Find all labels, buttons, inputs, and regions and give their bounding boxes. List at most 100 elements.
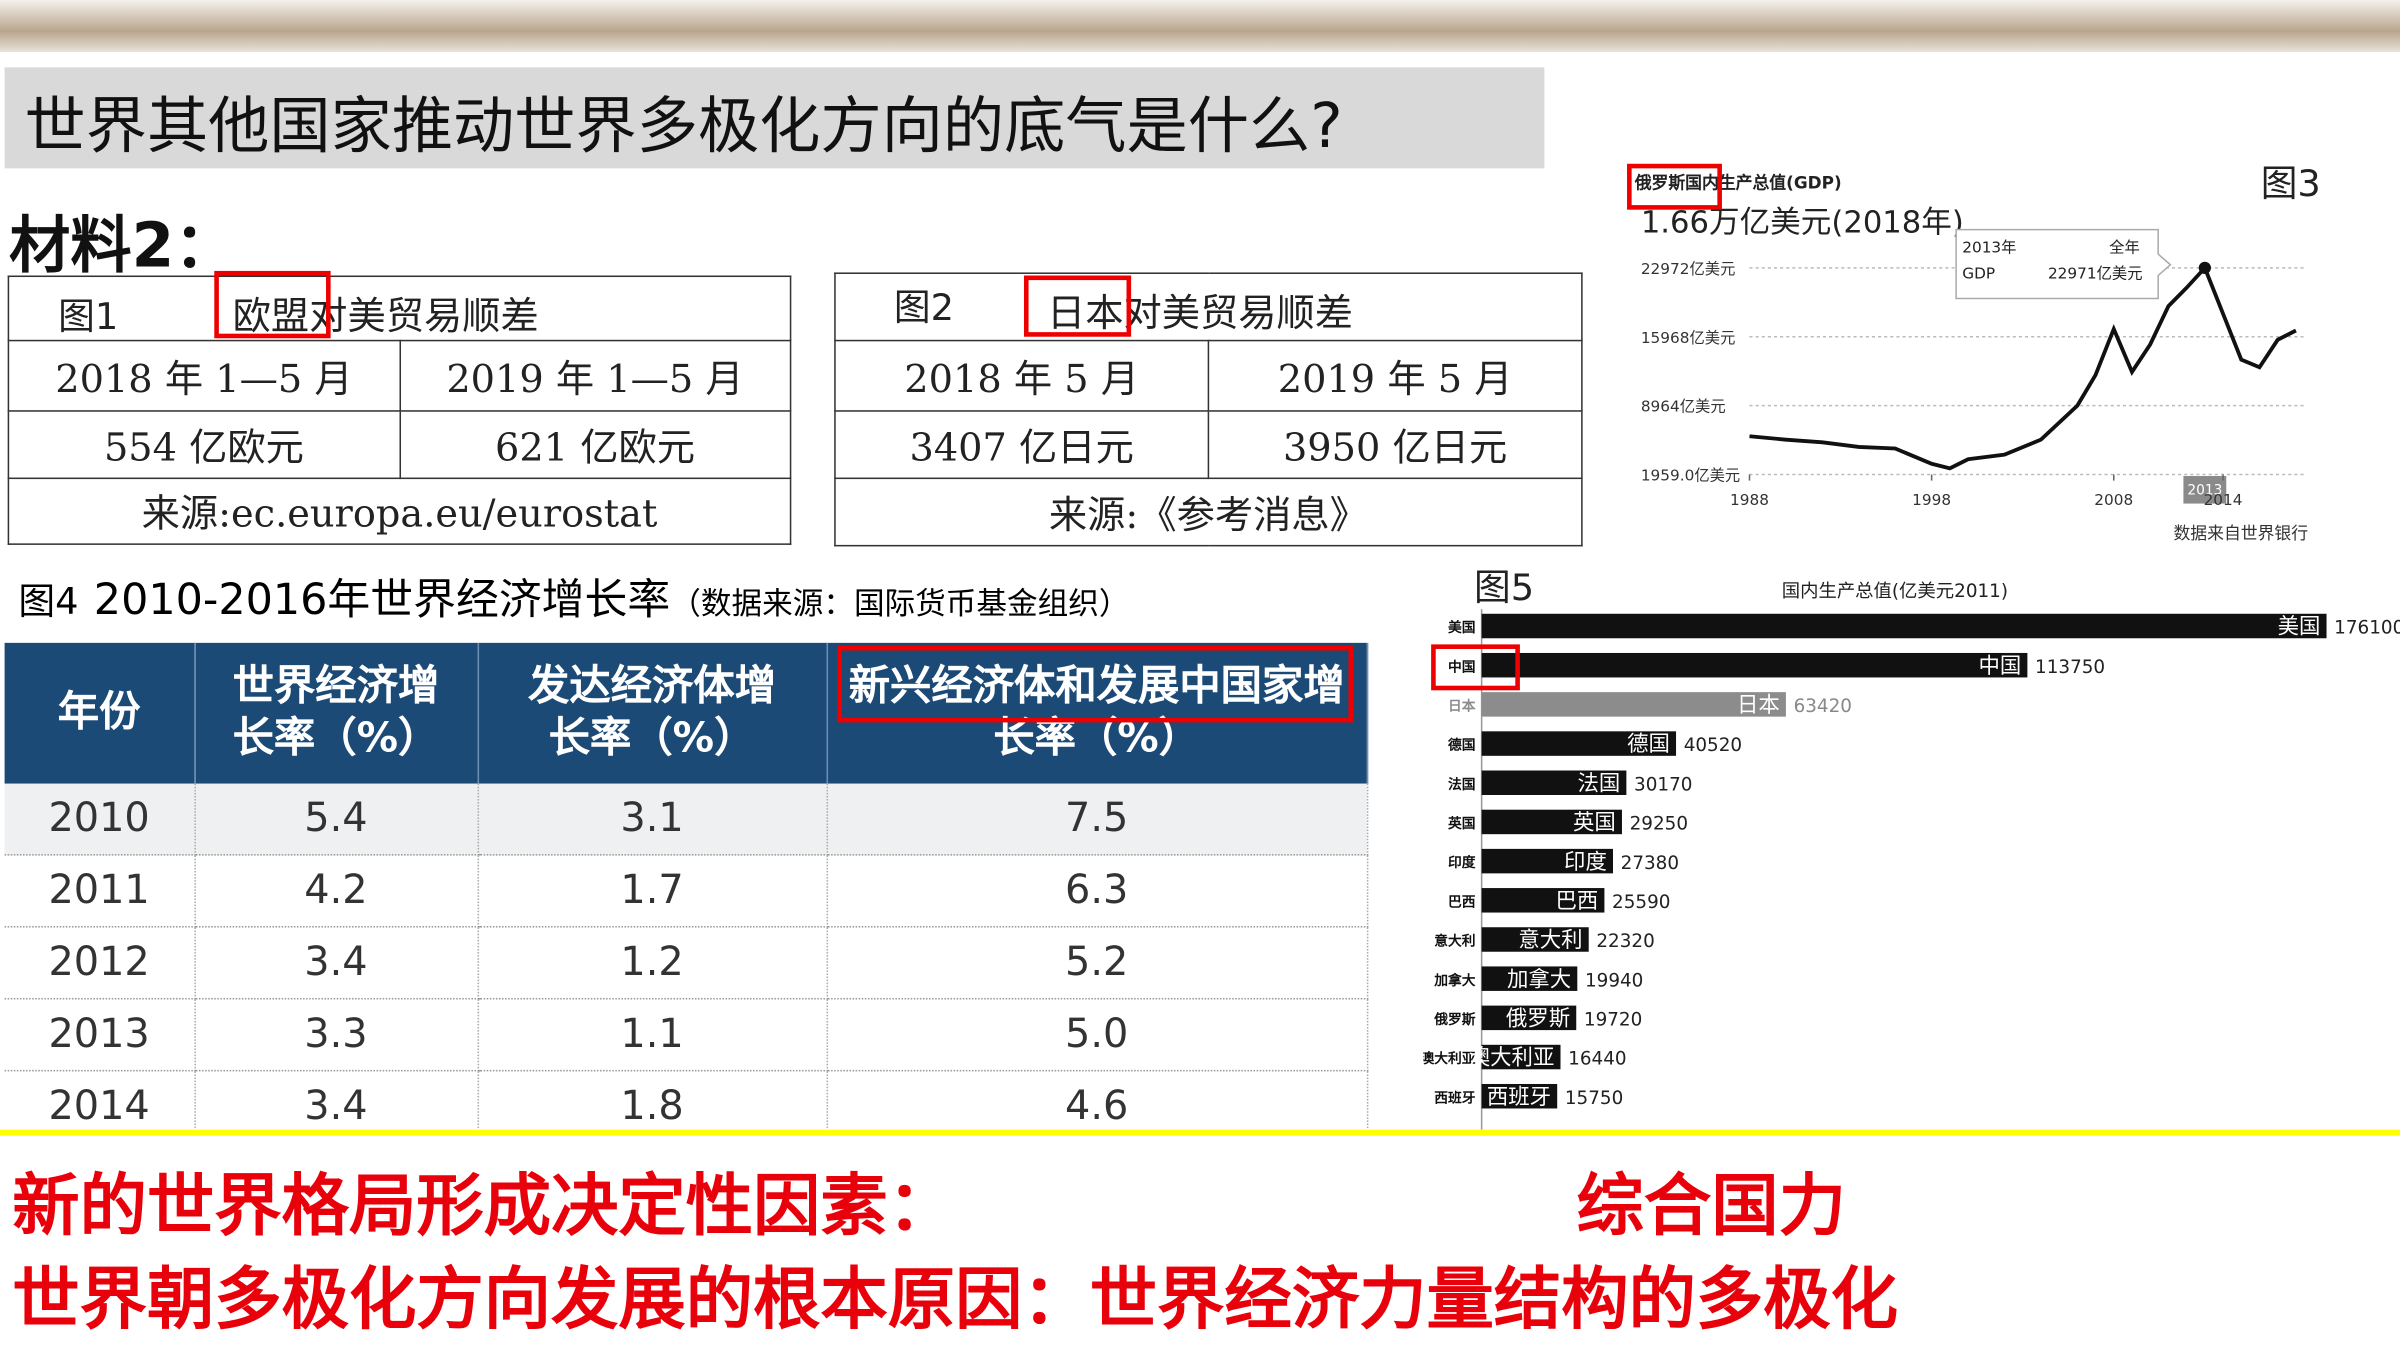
table-cell: 1.7: [477, 854, 828, 928]
chart-title: 国内生产总值(亿美元2011): [1782, 581, 2008, 602]
highlight-box: [1023, 275, 1132, 337]
y-tick-label: 1959.0亿美元: [1641, 467, 1740, 485]
tooltip-box: [1955, 228, 2172, 300]
table-row: 2013 3.3 1.1 5.0: [4, 998, 1368, 1072]
header-cell: 2018 年 1—5 月: [7, 339, 401, 412]
figure-title: 日本对美贸易顺差: [1046, 290, 1354, 336]
figure2-title-cell: 图2 日本对美贸易顺差: [834, 272, 1583, 342]
bar-inner-label: 澳大利亚: [1469, 1046, 1555, 1071]
value-label: 113750: [2035, 657, 2105, 678]
table-cell: 3.3: [194, 998, 479, 1072]
bar: [1481, 809, 1622, 835]
table-row: 2011 4.2 1.7 6.3: [4, 854, 1368, 928]
chart-source: 数据来自世界银行: [2173, 523, 2308, 543]
slide-title: 世界其他国家推动世界多极化方向的底气是什么?: [24, 91, 1343, 163]
highlight-box: [214, 270, 331, 339]
figure-label: 图2: [893, 286, 955, 330]
y-tick-label: 法国: [1448, 776, 1476, 793]
header-cell: 世界经济增长率（%）: [194, 642, 479, 784]
value-label: 27380: [1621, 853, 1679, 874]
y-tick-label: 德国: [1448, 737, 1476, 754]
header-cell: 新兴经济体和发展中国家增长率（%）: [826, 642, 1368, 784]
figure5-chart: 图5 国内生产总值(亿美元2011) 美国 美国 176100 中国 中国 113750 日…: [1423, 566, 2400, 1133]
y-tick-label: 澳大利亚: [1423, 1050, 1475, 1067]
tooltip-text: 全年: [2109, 239, 2140, 257]
value-cell: 3950 亿日元: [1207, 410, 1583, 480]
value-label: 22320: [1596, 931, 1654, 952]
bar-inner-label: 美国: [2278, 615, 2321, 640]
value-label: 29250: [1630, 814, 1688, 835]
bar: [1481, 888, 1605, 913]
figure-label: 图4: [18, 580, 79, 623]
bar-inner-label: 意大利: [1518, 928, 1582, 953]
figure4-table: 年份 世界经济增长率（%） 发达经济体增长率（%） 新兴经济体和发展中国家增长率（%）…: [4, 642, 1368, 1144]
table-cell: 5.0: [826, 998, 1368, 1072]
tooltip-text: GDP: [1962, 265, 1995, 283]
bar-inner-label: 加拿大: [1507, 966, 1571, 992]
bar: [1481, 770, 1627, 795]
figure4-caption: 图4 2010-2016年世界经济增长率 （数据来源：国际货币基金组织）: [18, 566, 1129, 627]
y-tick-label: 美国: [1448, 619, 1476, 636]
bar-inner-label: 日本: [1737, 693, 1780, 718]
value-cell: 554 亿欧元: [7, 410, 401, 480]
figure-title: 欧盟对美贸易顺差: [232, 293, 539, 339]
value-label: 176100: [2334, 618, 2400, 639]
bar-inner-label: 英国: [1573, 811, 1616, 836]
header-cell: 2018 年 5 月: [834, 339, 1210, 412]
value-cell: 621 亿欧元: [398, 410, 792, 480]
bar: [1481, 927, 1589, 952]
table-cell: 3.1: [477, 783, 828, 856]
y-tick-label: 英国: [1447, 815, 1476, 832]
bar-inner-label: 俄罗斯: [1506, 1007, 1570, 1032]
y-tick-label: 意大利: [1434, 933, 1475, 950]
bar-inner-label: 法国: [1577, 771, 1620, 796]
table-cell: 2012: [4, 926, 196, 1000]
title-band: [4, 67, 1545, 169]
table-row: 2010 5.4 3.1 7.5: [4, 783, 1368, 856]
source-cell: 来源:《参考消息》: [834, 477, 1583, 547]
table-cell: 2013: [4, 998, 196, 1072]
value-label: 19720: [1584, 1010, 1642, 1031]
tooltip-text: 2013年: [1962, 239, 2016, 257]
x-tick-label: 1998: [1912, 491, 1951, 509]
table-cell: 4.2: [194, 854, 479, 928]
figure1-title-cell: 图1 欧盟对美贸易顺差: [7, 275, 792, 342]
y-tick-label: 俄罗斯: [1433, 1011, 1476, 1028]
peak-marker: [2198, 261, 2211, 274]
value-label: 16440: [1568, 1049, 1626, 1070]
bar-inner-label: 西班牙: [1487, 1085, 1551, 1110]
figure3-chart: 图3 俄罗斯国内生产总值(GDP) 1.66万亿美元(2018年) 数据来自世界…: [1634, 162, 2321, 543]
highlight-x-label: 2013: [2187, 482, 2222, 498]
x-tick-label: 1988: [1730, 491, 1769, 509]
header-row: 年份 世界经济增长率（%） 发达经济体增长率（%） 新兴经济体和发展中国家增长率（%）: [4, 642, 1368, 784]
table-cell: 1.1: [477, 998, 828, 1072]
chart-title: 俄罗斯国内生产总值(GDP): [1634, 172, 1842, 192]
bar: [1481, 692, 1786, 717]
table-cell: 7.5: [826, 783, 1368, 856]
x-tick-label: 2014: [2204, 491, 2243, 509]
figure2-table: 图2 日本对美贸易顺差 2018 年 5 月 2019 年 5 月 3407 亿日…: [834, 272, 1583, 547]
line: [1749, 264, 2297, 471]
bar: [1481, 1005, 1577, 1031]
y-tick-label: 巴西: [1448, 894, 1476, 910]
table-cell: 5.4: [194, 783, 479, 856]
figure-label: 图3: [2261, 162, 2321, 205]
bar: [1481, 966, 1578, 991]
header-cell: 发达经济体增长率（%）: [477, 642, 828, 784]
x-tick-label: 2008: [2094, 491, 2133, 509]
table-cell: 6.3: [826, 854, 1368, 928]
value-cell: 3407 亿日元: [834, 410, 1210, 480]
source-cell: 来源:ec.europa.eu/eurostat: [7, 477, 792, 545]
header-cell: 2019 年 1—5 月: [398, 339, 792, 412]
y-tick-label: 8964亿美元: [1641, 398, 1726, 416]
bar-inner-label: 巴西: [1555, 889, 1598, 914]
y-tick-label: 印度: [1448, 854, 1476, 871]
bar: [1481, 652, 2028, 678]
bar-inner-label: 中国: [1978, 654, 2021, 679]
y-tick-label: 15968亿美元: [1641, 329, 1736, 347]
highlight-x-box: [2183, 476, 2227, 504]
y-tick-label: 中国: [1448, 658, 1476, 675]
table-cell: 5.2: [826, 926, 1368, 1000]
value-label: 40520: [1684, 735, 1742, 756]
value-label: 19940: [1585, 970, 1643, 991]
